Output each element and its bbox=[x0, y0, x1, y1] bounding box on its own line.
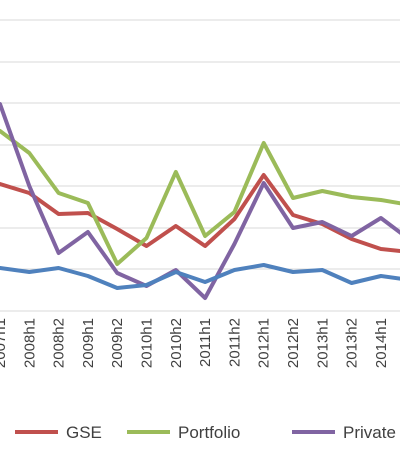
series-line-portfolio bbox=[0, 129, 400, 266]
x-tick-label: 2013h2 bbox=[344, 318, 361, 368]
legend-label-portfolio: Portfolio bbox=[178, 423, 240, 442]
series-line-unlabeled bbox=[0, 263, 400, 290]
legend-label-private: Private bbox=[343, 423, 396, 442]
x-tick-label: 2008h2 bbox=[51, 318, 68, 368]
legend: GSE Portfolio Private bbox=[15, 423, 396, 442]
x-axis-tick-labels: 2007h1 2008h1 2008h2 2009h1 2009h2 2010h1 2010… bbox=[0, 318, 390, 368]
x-tick-label: 2007h1 bbox=[0, 318, 9, 368]
x-tick-label: 2012h1 bbox=[256, 318, 273, 368]
x-tick-label: 2009h2 bbox=[109, 318, 126, 368]
x-tick-label: 2011h1 bbox=[197, 318, 214, 367]
x-tick-label: 2013h1 bbox=[314, 318, 331, 368]
x-tick-label: 2011h2 bbox=[226, 318, 243, 367]
series-lines bbox=[0, 102, 400, 300]
x-tick-label: 2014h1 bbox=[373, 318, 390, 368]
series-line-private bbox=[0, 102, 400, 300]
x-tick-label: 2010h1 bbox=[139, 318, 156, 368]
series-line-gse bbox=[0, 173, 400, 253]
x-tick-label: 2010h2 bbox=[168, 318, 185, 368]
x-tick-label: 2009h1 bbox=[80, 318, 97, 368]
x-tick-label: 2012h2 bbox=[285, 318, 302, 368]
x-tick-label: 2008h1 bbox=[21, 318, 38, 368]
legend-label-gse: GSE bbox=[66, 423, 102, 442]
